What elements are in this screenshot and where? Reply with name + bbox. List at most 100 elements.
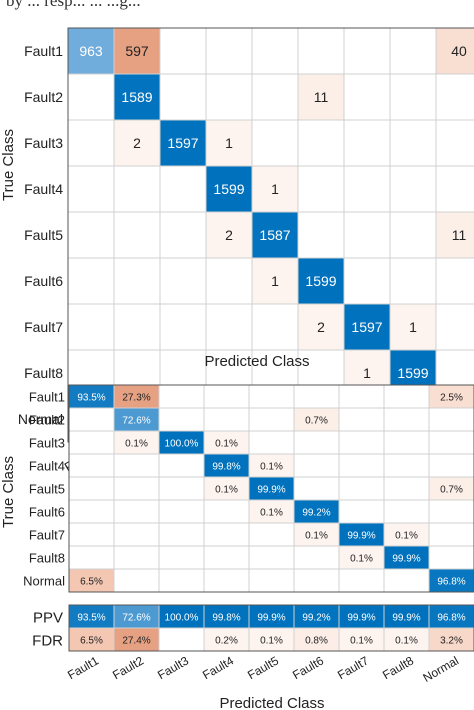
summary-border	[68, 604, 474, 652]
pct-cell	[113, 545, 160, 570]
pct-cell	[428, 453, 474, 478]
pct-cell	[113, 476, 160, 501]
pct-cell	[68, 453, 115, 478]
matrix-cell	[159, 303, 207, 351]
matrix-cell	[159, 257, 207, 305]
pct-cell	[338, 499, 385, 524]
pct-value: 27.3%	[122, 393, 150, 404]
cell-value: 597	[125, 43, 149, 59]
pct-cell	[203, 545, 250, 570]
cell-value: 11	[314, 89, 329, 105]
pct-cell	[383, 430, 430, 455]
matrix-cell	[67, 165, 115, 213]
pct-cell	[203, 522, 250, 547]
x-tick-label-2: Normal	[421, 653, 461, 684]
matrix-cell	[113, 165, 161, 213]
pct-cell	[158, 522, 205, 547]
cell-value: 11	[452, 227, 467, 243]
matrix-cell	[389, 73, 437, 121]
summary-value: 99.2%	[302, 613, 330, 624]
summary-value: 96.8%	[437, 613, 465, 624]
matrix-cell	[343, 165, 391, 213]
y-tick-label: Fault3	[24, 135, 63, 151]
pct-matrix-border	[68, 384, 474, 593]
pct-cell	[338, 476, 385, 501]
summary-value: 27.4%	[122, 636, 150, 647]
summary-value: 0.1%	[395, 636, 418, 647]
cell-value: 963	[79, 43, 103, 59]
pct-cell	[113, 568, 160, 593]
pct-cell	[68, 476, 115, 501]
pct-value: 93.5%	[77, 393, 105, 404]
y-tick-label: Fault8	[24, 365, 63, 381]
cell-value: 2	[317, 319, 325, 335]
pct-cell	[113, 499, 160, 524]
matrix-cell	[435, 257, 474, 305]
pct-cell	[338, 430, 385, 455]
matrix-cell	[297, 165, 345, 213]
pct-cell	[338, 384, 385, 409]
pct-value: 99.9%	[392, 554, 420, 565]
pct-cell	[158, 453, 205, 478]
matrix-cell	[435, 73, 474, 121]
summary-row-label: FDR	[32, 633, 63, 650]
pct-cell	[158, 476, 205, 501]
x-tick-label-2: Fault2	[110, 653, 146, 682]
x-tick-label-2: Fault1	[65, 653, 101, 682]
x-axis-label: Predicted Class	[204, 353, 309, 370]
pct-cell	[248, 568, 295, 593]
matrix-cell	[159, 27, 207, 75]
cell-value: 1599	[397, 365, 428, 381]
summary-value: 3.2%	[440, 636, 463, 647]
pct-cell	[338, 453, 385, 478]
pct-cell	[68, 499, 115, 524]
matrix-cell	[67, 73, 115, 121]
matrix-cell	[343, 73, 391, 121]
summary-value: 0.8%	[305, 636, 328, 647]
cell-value: 1	[225, 135, 233, 151]
pct-value: 99.8%	[212, 462, 240, 473]
pct-cell	[248, 384, 295, 409]
pct-cell	[248, 522, 295, 547]
cell-value: 1599	[213, 181, 244, 197]
summary-value: 99.9%	[347, 613, 375, 624]
summary-value: 99.9%	[392, 613, 420, 624]
matrix-cell	[113, 257, 161, 305]
pct-cell	[428, 499, 474, 524]
pct-cell	[293, 384, 340, 409]
pct-value: 0.1%	[305, 531, 328, 542]
matrix-cell	[67, 211, 115, 259]
x-tick-label-2: Fault6	[290, 653, 326, 682]
pct-cell	[68, 545, 115, 570]
cell-value: 1	[363, 365, 371, 381]
x-tick-label-2: Fault3	[155, 653, 191, 682]
pct-cell	[248, 430, 295, 455]
pct-cell	[338, 407, 385, 432]
cell-value: 1597	[351, 319, 382, 335]
pct-value: 0.1%	[215, 439, 238, 450]
matrix-cell	[343, 211, 391, 259]
matrix-cell	[343, 27, 391, 75]
y-tick-label: Fault5	[24, 227, 63, 243]
matrix-cell	[205, 303, 253, 351]
pct-cell	[158, 407, 205, 432]
pct-cell	[383, 476, 430, 501]
y-tick-label: Fault2	[24, 89, 63, 105]
pct-cell	[383, 499, 430, 524]
matrix-cell	[251, 27, 299, 75]
cell-value: 40	[451, 43, 467, 59]
matrix-cell	[159, 165, 207, 213]
pct-cell	[68, 407, 115, 432]
matrix-cell	[205, 119, 253, 167]
matrix-cell	[159, 211, 207, 259]
matrix-cell	[435, 165, 474, 213]
y-tick-label-2: Fault8	[29, 551, 65, 566]
pct-cell	[113, 522, 160, 547]
pct-cell	[428, 430, 474, 455]
y-axis-label-2: True Class	[0, 456, 17, 528]
cell-value: 1599	[305, 273, 336, 289]
x-tick-label-2: Fault7	[335, 653, 371, 682]
pct-value: 0.1%	[350, 554, 373, 565]
matrix-cell	[389, 119, 437, 167]
